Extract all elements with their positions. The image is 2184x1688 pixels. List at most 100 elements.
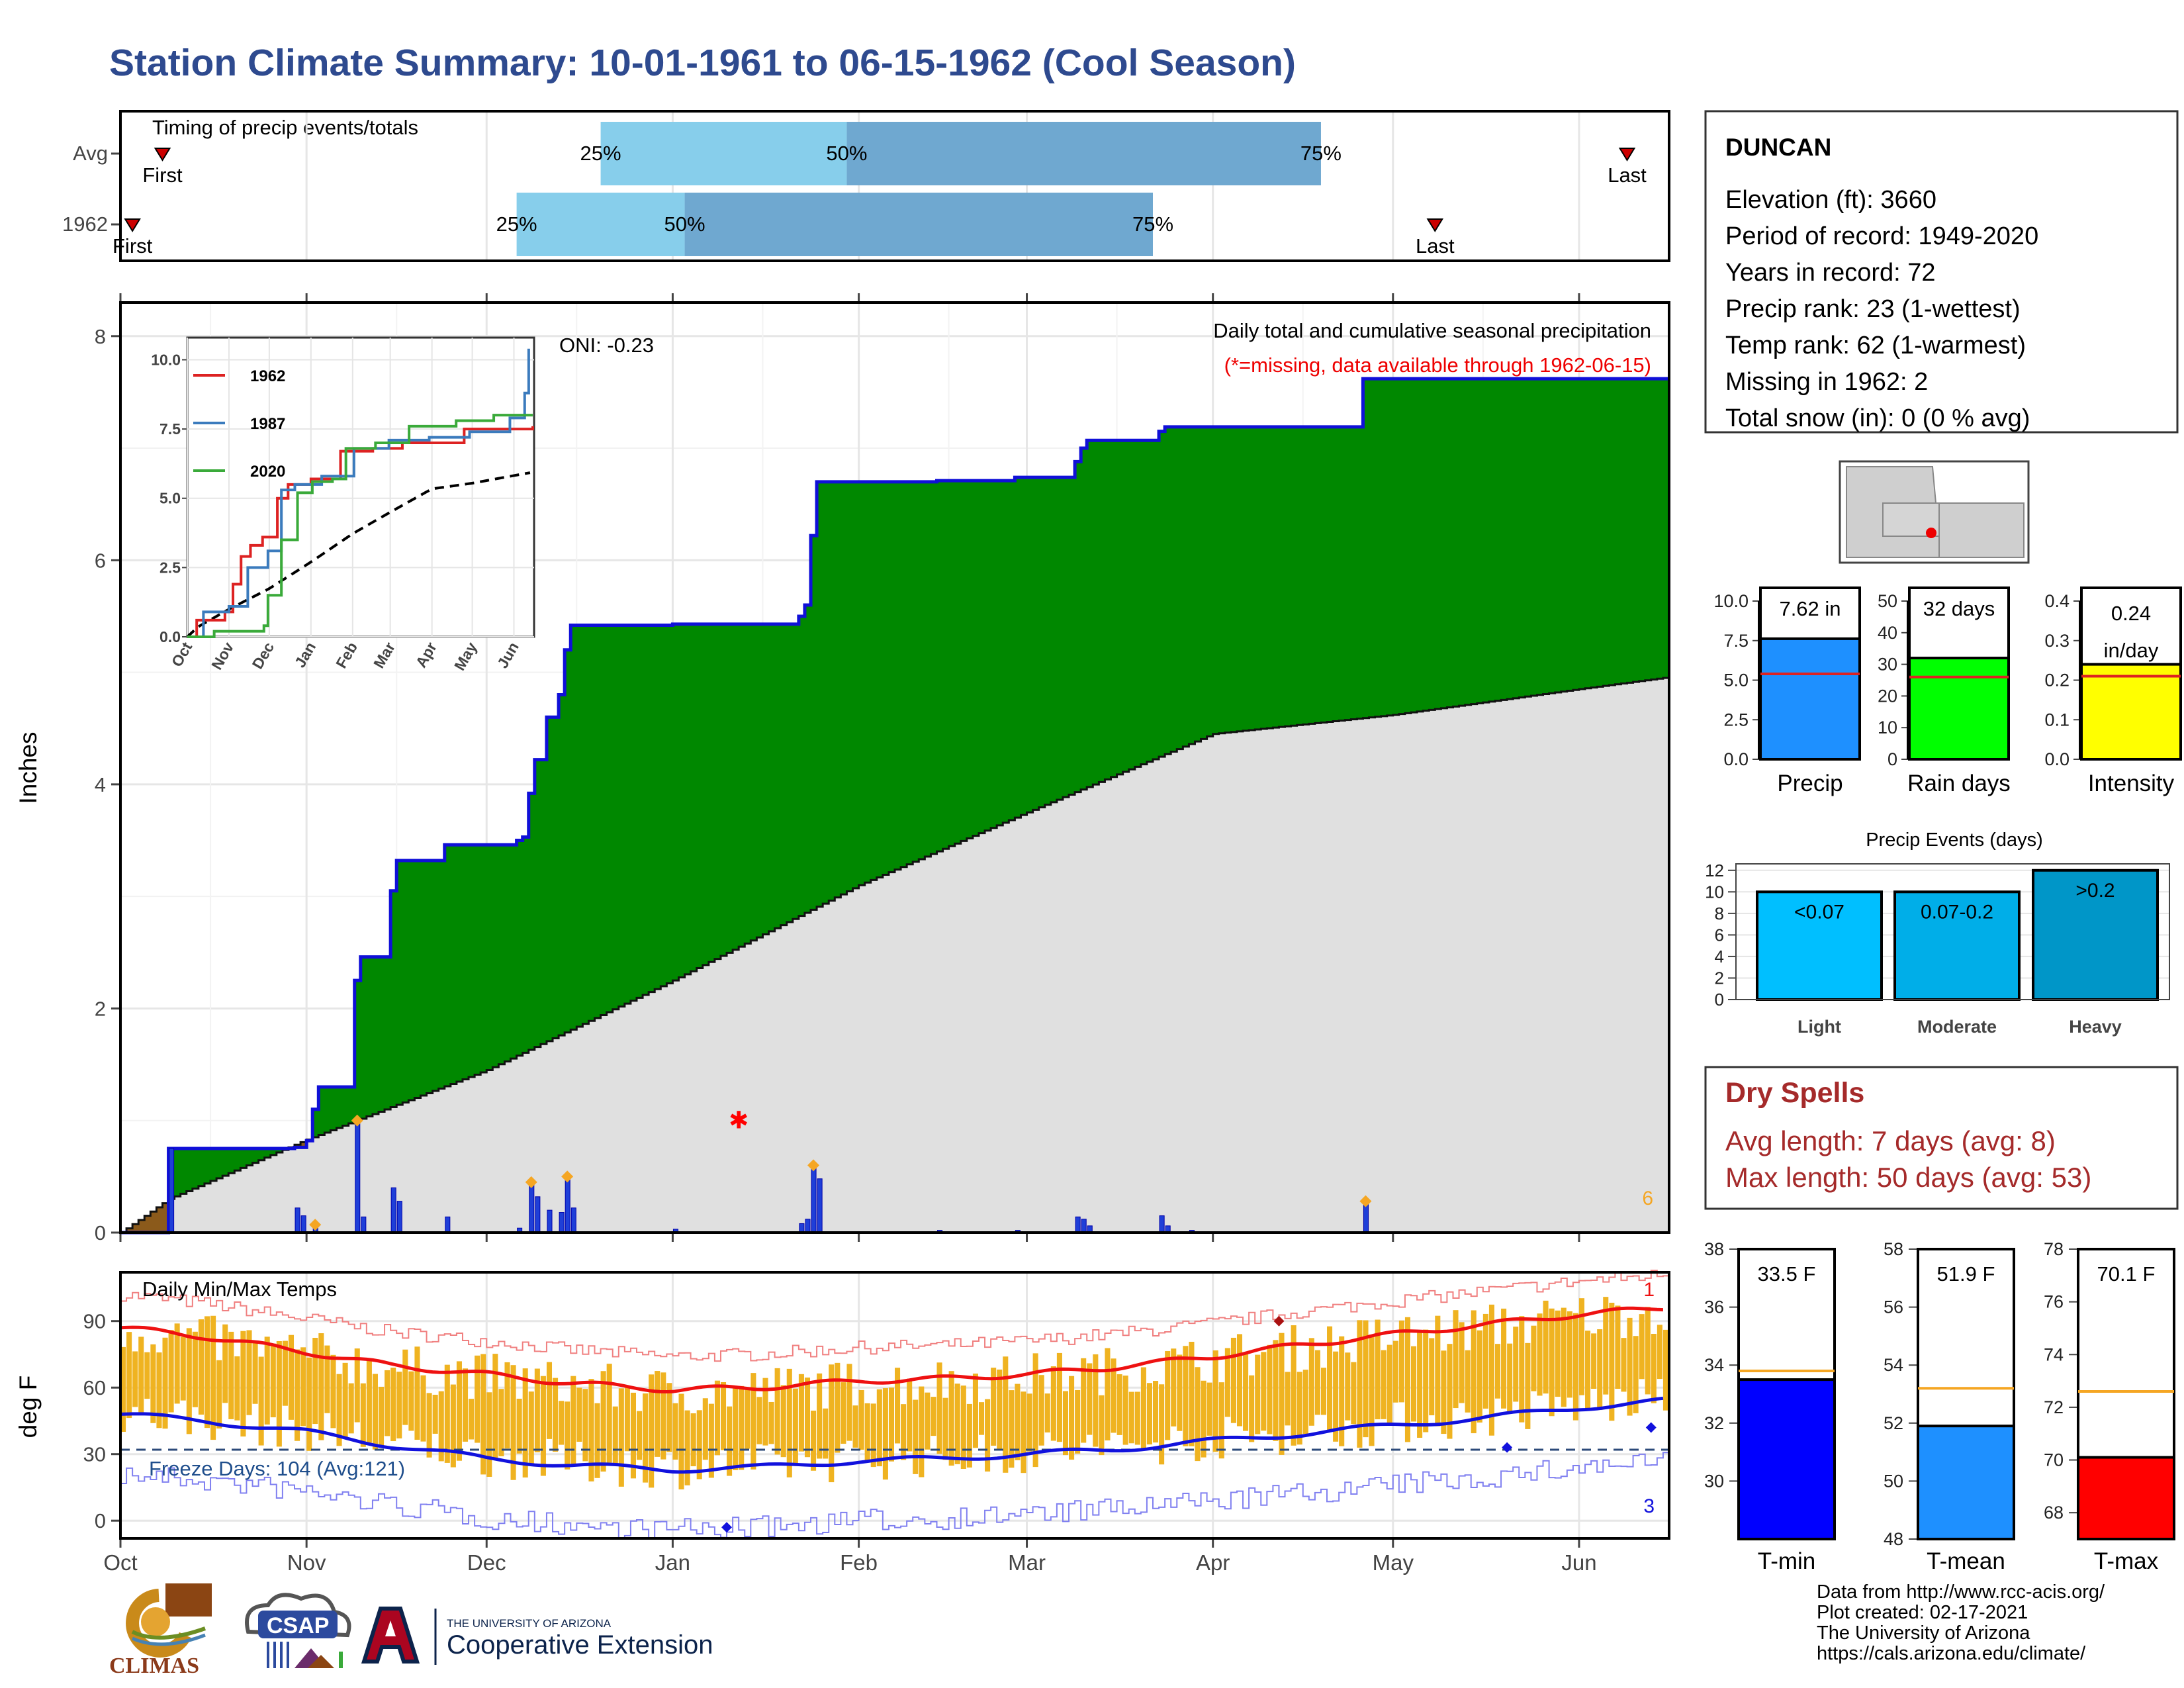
- inset-y-tick: 10.0: [151, 351, 181, 368]
- daily-temp-bar: [948, 1371, 954, 1466]
- month-tick-label: Oct: [103, 1550, 137, 1575]
- summary-bar-tick: 30: [1878, 655, 1897, 675]
- daily-temp-bar: [829, 1364, 835, 1483]
- daily-temp-bar: [1255, 1354, 1261, 1434]
- daily-temp-bar: [1404, 1317, 1410, 1442]
- daily-temp-bar: [811, 1410, 817, 1471]
- summary-bar-value: 7.62 in: [1779, 597, 1841, 620]
- daily-temp-bar: [708, 1403, 714, 1478]
- daily-temp-bar: [630, 1392, 636, 1479]
- daily-temp-bar: [786, 1368, 792, 1477]
- daily-temp-bar: [138, 1336, 144, 1416]
- daily-temp-bar: [1140, 1367, 1146, 1450]
- daily-temp-bar: [1657, 1325, 1662, 1380]
- daily-temp-bar: [414, 1346, 420, 1440]
- precip-missing-note: (*=missing, data available through 1962-…: [1224, 353, 1651, 377]
- daily-temp-bar: [1333, 1351, 1339, 1442]
- daily-temp-bar: [1116, 1374, 1122, 1435]
- daily-temp-bar: [1411, 1346, 1417, 1422]
- avg-min-temp-line: [120, 1396, 1664, 1474]
- daily-temp-bar: [925, 1392, 931, 1450]
- daily-temp-bar: [768, 1401, 774, 1444]
- precip-events-tick: 0: [1715, 990, 1724, 1009]
- daily-temp-bar: [594, 1403, 600, 1478]
- station-info-line: Precip rank: 23 (1-wettest): [1725, 295, 2021, 323]
- heavy-event-marker: [309, 1219, 322, 1231]
- daily-temp-bar: [1525, 1342, 1531, 1429]
- daily-temp-bar: [1279, 1333, 1285, 1455]
- precip-event-bar: [1893, 890, 2021, 1002]
- daily-temp-bar: [186, 1328, 192, 1434]
- daily-temp-bar: [739, 1385, 745, 1470]
- daily-temp-bar: [480, 1354, 486, 1475]
- summary-bar-tick: 7.5: [1723, 631, 1749, 651]
- daily-temp-bar: [618, 1388, 624, 1487]
- temp-y-axis-label: deg F: [15, 1376, 42, 1438]
- heavy-event-marker: [351, 1114, 363, 1127]
- daily-temp-bar: [1230, 1337, 1236, 1423]
- daily-temp-bar: [1038, 1375, 1044, 1446]
- precip-events-title: Precip Events (days): [1866, 829, 2043, 851]
- daily-temp-bar: [1567, 1311, 1572, 1398]
- precip-events-tick: 6: [1715, 925, 1724, 945]
- precip-y-axis-label: Inches: [15, 731, 42, 804]
- daily-temp-bar: [516, 1398, 522, 1454]
- precip-panel: ✱ 6 Daily total and cumulative seasonal pr…: [15, 293, 1670, 1244]
- summary-bar-fill: [1759, 637, 1861, 761]
- daily-precip-bar: [535, 1196, 541, 1233]
- daily-temp-bar: [1044, 1393, 1050, 1432]
- daily-temp-bar: [1320, 1368, 1327, 1415]
- daily-temp-bar: [997, 1369, 1003, 1450]
- daily-temp-bar: [1339, 1336, 1345, 1446]
- daily-temp-bar: [1314, 1350, 1320, 1415]
- daily-precip-bar: [361, 1216, 367, 1233]
- daily-temp-bar: [1267, 1344, 1273, 1434]
- daily-temp-bar: [684, 1410, 690, 1485]
- daily-temp-bar: [1050, 1366, 1056, 1441]
- timing-p75-label: 75%: [1132, 212, 1173, 236]
- daily-temp-bar: [222, 1324, 228, 1403]
- precip-events-tick: 10: [1705, 882, 1724, 902]
- summary-bar-value-unit: in/day: [2104, 639, 2159, 662]
- dry-spells-frame: [1704, 1066, 2179, 1210]
- summary-bar-tick: 0.2: [2044, 671, 2070, 690]
- daily-temp-bar: [733, 1388, 739, 1470]
- daily-temp-bar: [1062, 1391, 1069, 1456]
- daily-temp-bar: [1549, 1308, 1555, 1417]
- summary-bar-tick: 40: [1878, 623, 1897, 643]
- daily-temp-bar: [978, 1402, 985, 1435]
- daily-temp-bar: [162, 1337, 168, 1429]
- daily-temp-bar: [1243, 1352, 1249, 1431]
- temp-bar-tick: 30: [1704, 1471, 1724, 1491]
- daily-temp-bar: [126, 1332, 132, 1419]
- daily-temp-bar: [624, 1387, 630, 1452]
- temp-y-tick: 60: [83, 1376, 106, 1399]
- precip-events-tick: 12: [1705, 861, 1724, 880]
- inset-legend-label: 1962: [250, 367, 285, 385]
- month-tick-label: Apr: [1196, 1550, 1230, 1575]
- daily-temp-bar: [546, 1362, 553, 1439]
- daily-temp-bar: [1363, 1320, 1369, 1438]
- daily-temp-bar: [342, 1362, 348, 1438]
- daily-temp-bar: [504, 1362, 510, 1449]
- daily-temp-bar: [954, 1383, 960, 1464]
- daily-temp-bar: [132, 1351, 138, 1407]
- record-high-line: [120, 1270, 1669, 1362]
- daily-temp-bar: [144, 1352, 150, 1399]
- daily-temp-bar: [366, 1358, 372, 1443]
- daily-temp-bar: [1069, 1376, 1075, 1460]
- daily-temp-bar: [570, 1376, 576, 1467]
- daily-temp-bar: [666, 1383, 672, 1452]
- month-tick-label: Jan: [655, 1550, 690, 1575]
- inset-y-tick: 5.0: [159, 490, 181, 507]
- temp-bar-label: T-min: [1758, 1548, 1816, 1574]
- month-tick-label: Nov: [287, 1550, 326, 1575]
- record-low-count: 3: [1643, 1495, 1655, 1517]
- daily-temp-bar: [720, 1382, 727, 1450]
- daily-precip-bar: [559, 1212, 565, 1233]
- temp-bar-tick: 54: [1884, 1355, 1903, 1375]
- daily-temp-bar: [475, 1355, 480, 1443]
- temp-bar-value: 70.1 F: [2097, 1262, 2156, 1286]
- temp-bar-tick: 74: [2044, 1344, 2064, 1364]
- daily-temp-bar: [913, 1399, 919, 1474]
